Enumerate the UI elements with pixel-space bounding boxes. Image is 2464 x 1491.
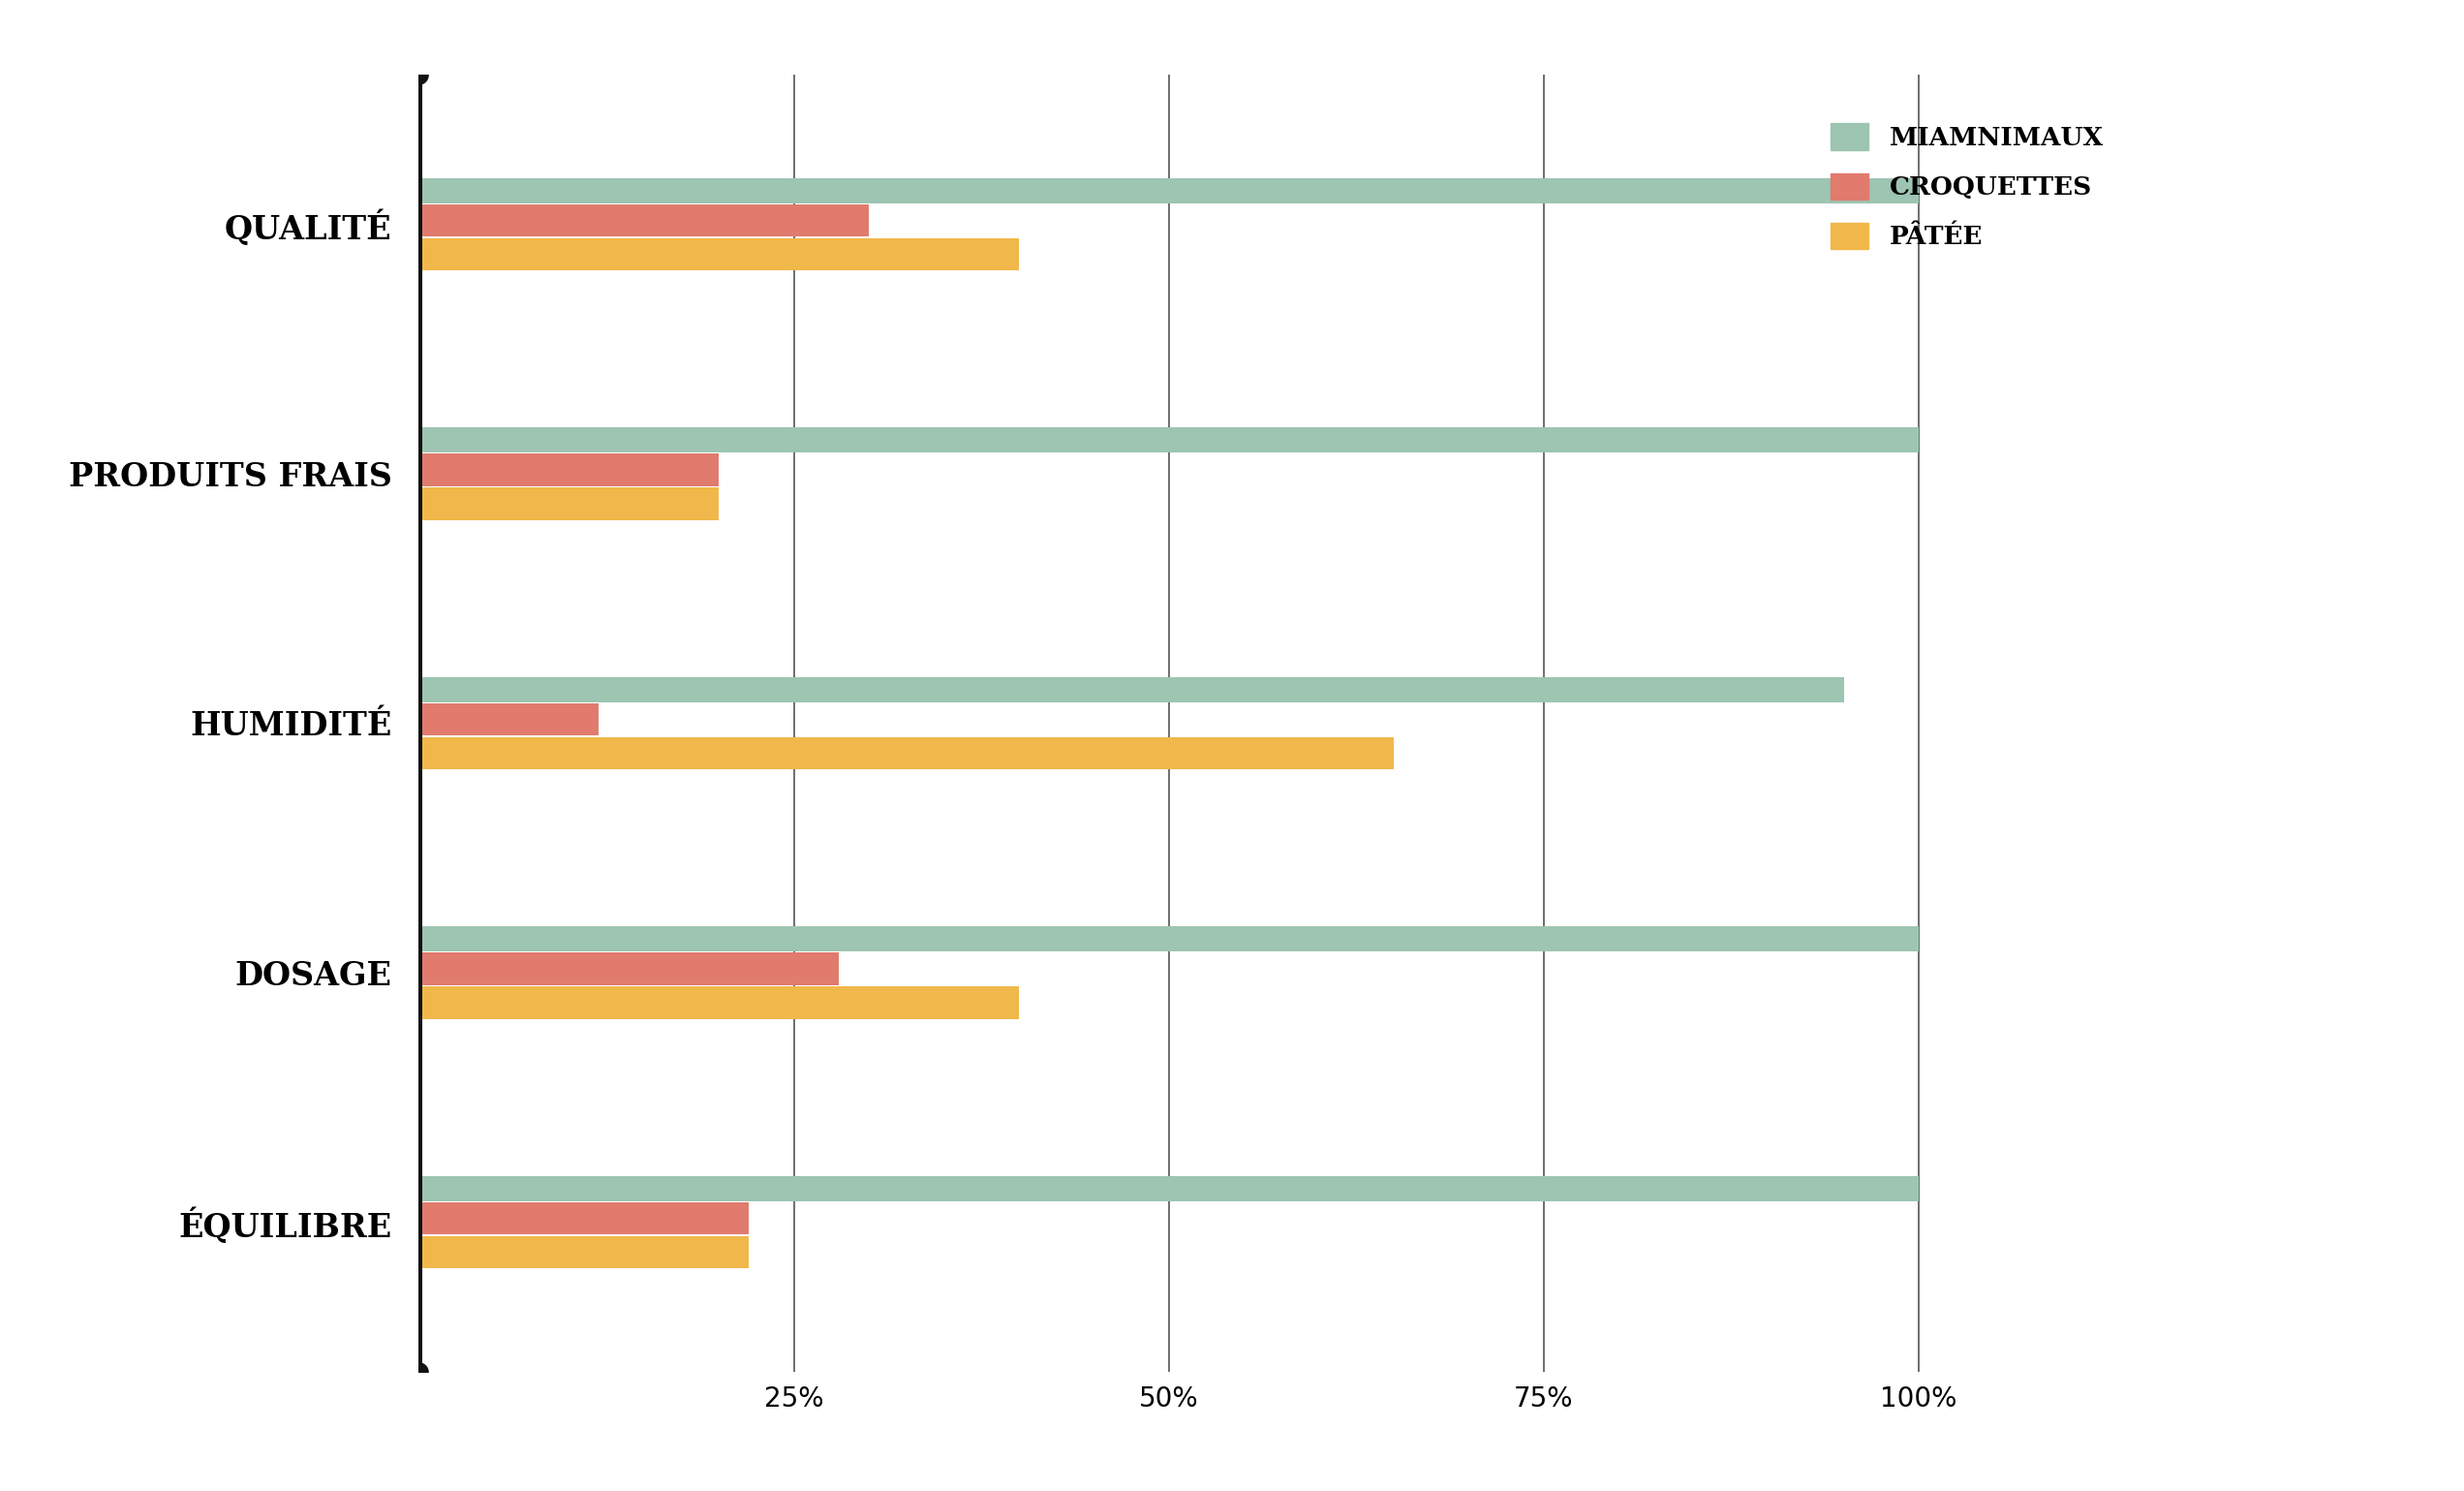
Point: [399, 63, 439, 86]
Bar: [419, 239, 1018, 270]
Bar: [419, 428, 1919, 452]
Bar: [419, 1202, 749, 1235]
Bar: [419, 987, 1018, 1018]
Bar: [419, 204, 870, 237]
Bar: [419, 926, 1919, 951]
Bar: [419, 737, 1395, 769]
Bar: [419, 1236, 749, 1269]
Bar: [419, 177, 1919, 203]
Bar: [419, 704, 599, 735]
Bar: [419, 1176, 1919, 1200]
Bar: [419, 677, 1843, 702]
Legend: MIAMNIMAUX, CROQUETTES, PÂTÉE: MIAMNIMAUX, CROQUETTES, PÂTÉE: [1821, 113, 2114, 259]
Bar: [419, 453, 719, 486]
Point: [399, 1360, 439, 1384]
Bar: [419, 488, 719, 520]
Bar: [419, 953, 838, 986]
